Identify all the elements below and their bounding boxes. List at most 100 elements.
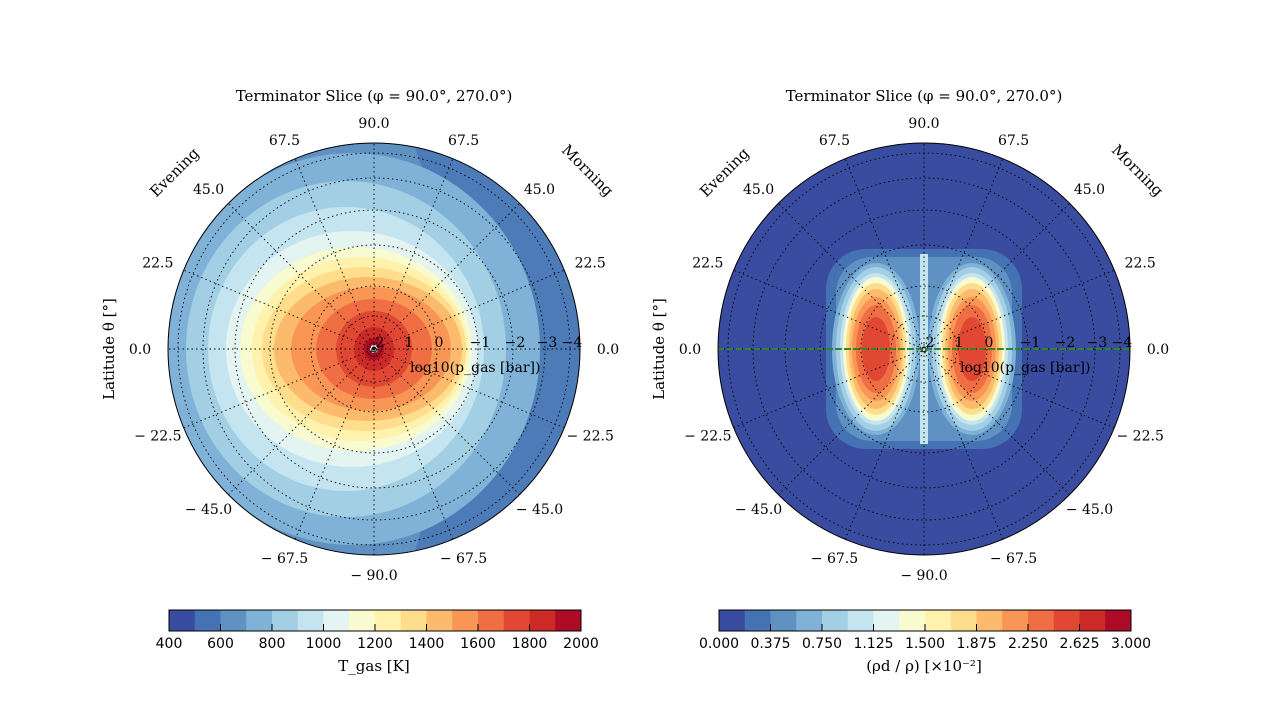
radial-tick-label: 2 xyxy=(926,335,935,351)
grid-circle xyxy=(860,285,988,413)
angular-tick-label: 0.0 xyxy=(129,342,151,358)
angular-tick-label: 67.5 xyxy=(998,133,1029,149)
angular-tick-label: 22.5 xyxy=(142,256,173,272)
colorbar-swatch xyxy=(272,610,299,631)
grid-spoke xyxy=(733,269,1115,429)
radial-tick-label: −1 xyxy=(470,335,491,351)
grid-spoke xyxy=(294,158,454,540)
grid-circle xyxy=(310,285,438,413)
colorbar-swatch xyxy=(950,610,977,631)
angular-tick-label: − 22.5 xyxy=(134,428,181,444)
radial-tick-label: 1 xyxy=(405,335,414,351)
radial-tick-label: −2 xyxy=(505,335,526,351)
grid-circle xyxy=(369,344,379,354)
colorbar-tick-label: 1.500 xyxy=(905,636,945,652)
radial-tick-label: −3 xyxy=(1087,335,1108,351)
angular-tick-label: − 45.0 xyxy=(516,502,563,518)
radial-tick-label: −1 xyxy=(1020,335,1041,351)
colorbar-swatch xyxy=(426,610,453,631)
polar-frame xyxy=(167,142,581,556)
radial-tick-label: 1 xyxy=(955,335,964,351)
angular-tick-label: 0.0 xyxy=(597,342,619,358)
radial-tick-label: 0 xyxy=(435,335,444,351)
contour-level xyxy=(414,143,580,555)
angular-tick-label: 90.0 xyxy=(908,116,939,132)
colorbar-swatch xyxy=(873,610,900,631)
grid-circle xyxy=(202,177,546,521)
colorbar-swatch xyxy=(375,610,402,631)
angular-tick-label: 67.5 xyxy=(269,133,300,149)
angular-tick-label: 0.0 xyxy=(679,342,701,358)
colorbar-label: T_gas [K] xyxy=(338,657,409,675)
y-axis-label: Latitude θ [°] xyxy=(650,298,668,400)
colorbar-tick-label: 0.000 xyxy=(699,636,739,652)
colorbar-swatch xyxy=(822,610,849,631)
angular-tick-label: − 22.5 xyxy=(684,428,731,444)
contour-seam xyxy=(920,254,928,444)
grid-circle xyxy=(234,209,514,489)
angular-tick-label: − 67.5 xyxy=(811,551,858,567)
colorbar-swatch xyxy=(220,610,247,631)
colorbar-swatch xyxy=(555,610,582,631)
angular-tick-label: 67.5 xyxy=(819,133,850,149)
angular-tick-label: − 90.0 xyxy=(900,568,947,584)
angular-tick-label: − 45.0 xyxy=(1066,502,1113,518)
colorbar-swatch xyxy=(796,610,823,631)
colorbar-swatch xyxy=(976,610,1003,631)
y-axis-label: Latitude θ [°] xyxy=(100,298,118,400)
angular-tick-label: 67.5 xyxy=(448,133,479,149)
colorbar-swatch xyxy=(297,610,324,631)
radial-axis-label: log10(p_gas [bar]) xyxy=(960,360,1090,376)
colorbar-tick-label: 1600 xyxy=(460,636,496,652)
radial-tick-label: 0 xyxy=(985,335,994,351)
angular-tick-label: 45.0 xyxy=(524,182,555,198)
radial-tick-label: −3 xyxy=(537,335,558,351)
colorbar-tick-label: 1400 xyxy=(409,636,445,652)
colorbar-swatch xyxy=(1002,610,1029,631)
grid-spoke xyxy=(228,203,520,495)
colorbar-swatch xyxy=(169,610,196,631)
angular-tick-label: 45.0 xyxy=(743,182,774,198)
grid-spoke xyxy=(183,269,565,429)
colorbar-swatch xyxy=(744,610,771,631)
colorbar-swatch xyxy=(400,610,427,631)
radial-tick-label: 2 xyxy=(376,335,385,351)
colorbar-tick-label: 2.250 xyxy=(1008,636,1048,652)
colorbar-swatch xyxy=(478,610,505,631)
colorbar-swatch xyxy=(1105,610,1132,631)
colorbar-tick-label: 0.375 xyxy=(750,636,790,652)
colorbar-swatch xyxy=(899,610,926,631)
grid-spoke xyxy=(778,203,1070,495)
colorbar-swatch xyxy=(1079,610,1106,631)
colorbar-tick-label: 2000 xyxy=(563,636,599,652)
radial-tick-label: −4 xyxy=(1112,335,1133,351)
colorbar-swatch xyxy=(194,610,221,631)
colorbar-swatch xyxy=(847,610,874,631)
grid-spoke xyxy=(778,203,1070,495)
colorbar-swatch xyxy=(503,610,530,631)
colorbar-tick-label: 1000 xyxy=(306,636,342,652)
polar-panel-1: 2 1 0 −1 −2 −3 −4 log10(p_gas [bar]) 90.0 67.5 67.… xyxy=(100,87,619,675)
angular-tick-label: 45.0 xyxy=(1074,182,1105,198)
angular-tick-label: 90.0 xyxy=(358,116,389,132)
colorbar-swatch xyxy=(323,610,350,631)
angular-tick-label: − 22.5 xyxy=(1117,428,1164,444)
colorbar-tick-label: 3.000 xyxy=(1111,636,1151,652)
angular-tick-label: 22.5 xyxy=(1125,256,1156,272)
colorbar-swatch xyxy=(1028,610,1055,631)
radial-tick-label: −4 xyxy=(562,335,583,351)
colorbar-swatch xyxy=(925,610,952,631)
colorbar-swatch xyxy=(349,610,376,631)
angular-tick-label: 22.5 xyxy=(575,256,606,272)
radial-axis-label: log10(p_gas [bar]) xyxy=(410,360,540,376)
colorbar-tick-label: 1.125 xyxy=(853,636,893,652)
grid-spoke xyxy=(733,269,1115,429)
colorbar: 400 600 800 1000 1200 1400 1600 1800 2000 T_gas [… xyxy=(156,609,599,675)
morning-label: Morning xyxy=(1108,141,1167,200)
grid-spoke xyxy=(844,158,1004,540)
morning-label: Morning xyxy=(558,141,617,200)
polar-panel-2: 2 1 0 −1 −2 −3 −4 log10(p_gas [bar]) 90.0 67.5 67.… xyxy=(650,87,1169,675)
colorbar: 0.000 0.375 0.750 1.125 1.500 1.875 2.250 2.625… xyxy=(699,609,1151,675)
colorbar-swatch xyxy=(770,610,797,631)
